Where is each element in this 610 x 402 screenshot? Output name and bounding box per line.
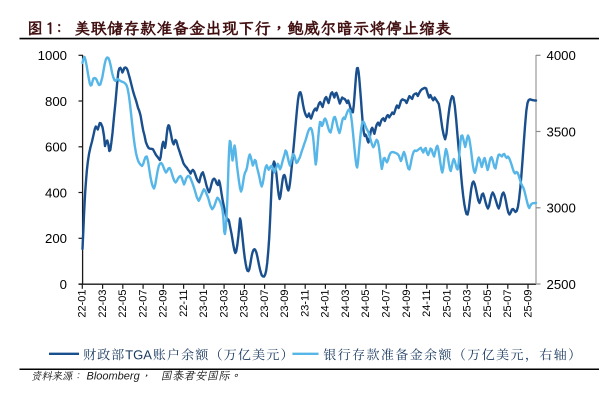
svg-text:22-07: 22-07 xyxy=(137,290,149,318)
svg-text:22-05: 22-05 xyxy=(117,290,129,318)
svg-text:25-05: 25-05 xyxy=(482,290,494,318)
svg-text:23-01: 23-01 xyxy=(198,290,210,318)
svg-text:24-09: 24-09 xyxy=(401,290,413,318)
svg-text:3000: 3000 xyxy=(547,201,576,216)
svg-text:24-07: 24-07 xyxy=(381,290,393,318)
svg-text:23-07: 23-07 xyxy=(259,290,271,318)
svg-text:400: 400 xyxy=(45,185,67,200)
svg-text:25-03: 25-03 xyxy=(462,290,474,318)
svg-text:600: 600 xyxy=(45,140,67,155)
svg-text:1000: 1000 xyxy=(38,48,67,63)
svg-text:Bloomberg: Bloomberg xyxy=(87,370,141,382)
svg-text:23-05: 23-05 xyxy=(239,290,251,318)
svg-text:25-07: 25-07 xyxy=(502,290,514,318)
svg-text:22-09: 22-09 xyxy=(158,290,170,318)
svg-text:3500: 3500 xyxy=(547,124,576,139)
svg-text:23-11: 23-11 xyxy=(300,290,312,317)
svg-text:24-11: 24-11 xyxy=(421,290,433,317)
svg-text:22-01: 22-01 xyxy=(77,290,89,318)
svg-text:22-11: 22-11 xyxy=(178,290,190,317)
svg-text:0: 0 xyxy=(60,277,67,292)
svg-text:2500: 2500 xyxy=(547,277,576,292)
svg-text:4000: 4000 xyxy=(547,48,576,63)
svg-text:25-09: 25-09 xyxy=(522,290,534,318)
svg-text:23-09: 23-09 xyxy=(279,290,291,318)
svg-text:800: 800 xyxy=(45,94,67,109)
svg-text:24-01: 24-01 xyxy=(320,290,332,318)
svg-text:24-05: 24-05 xyxy=(360,290,372,318)
svg-text:23-03: 23-03 xyxy=(218,290,230,318)
svg-text:200: 200 xyxy=(45,231,67,246)
svg-text:24-03: 24-03 xyxy=(340,290,352,318)
svg-text:22-03: 22-03 xyxy=(97,290,109,318)
svg-text:25-01: 25-01 xyxy=(441,290,453,318)
